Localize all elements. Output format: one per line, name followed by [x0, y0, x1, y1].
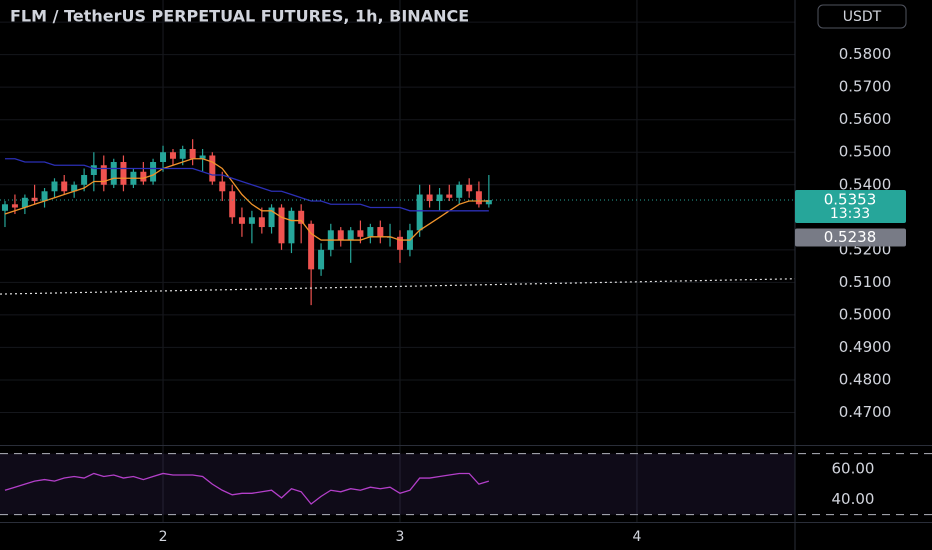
countdown-label: 13:33: [830, 206, 870, 222]
candle-body: [436, 194, 443, 202]
candle-body: [288, 210, 295, 244]
candle-body: [61, 181, 68, 192]
y-tick-label: 0.5700: [839, 78, 892, 96]
chart-title: FLM / TetherUS PERPETUAL FUTURES, 1h, BI…: [10, 7, 469, 26]
y-tick-label: 0.5600: [839, 110, 892, 128]
candle-body: [416, 194, 423, 231]
candle-body: [90, 165, 97, 176]
candle-body: [308, 223, 315, 270]
candle-body: [475, 191, 482, 205]
x-tick-label: 4: [632, 529, 641, 545]
plot-area: [0, 139, 796, 505]
candle-body: [71, 184, 78, 192]
moving-average-line: [4, 158, 489, 241]
candle-body: [81, 175, 88, 185]
y-tick-label: 0.4700: [839, 403, 892, 421]
candle-body: [278, 207, 285, 244]
candle-body: [485, 200, 492, 205]
candle-body: [209, 155, 216, 182]
moving-average-line: [4, 158, 489, 212]
candle-body: [318, 249, 325, 270]
y-tick-label: 0.5100: [839, 273, 892, 291]
currency-button[interactable]: [817, 4, 907, 29]
candle-body: [347, 230, 354, 241]
axes: 2 3 40.47000.48000.49000.50000.51000.52000…: [159, 13, 906, 545]
candle-body: [31, 197, 38, 202]
candle-body: [426, 194, 433, 202]
candle-body: [357, 230, 364, 237]
candle-body: [258, 217, 265, 228]
candle-body: [150, 161, 157, 182]
candle-body: [160, 152, 167, 162]
candle-body: [219, 181, 226, 192]
y-tick-label: 0.5800: [839, 45, 892, 63]
candle-body: [268, 207, 275, 228]
candle-body: [298, 210, 305, 224]
candle-body: [169, 152, 176, 159]
candle-body: [1, 204, 8, 211]
candle-body: [140, 171, 147, 182]
secondary-price-label: 0.5238: [824, 228, 877, 246]
candle-body: [100, 165, 107, 185]
candle-body: [238, 217, 245, 224]
candle-body: [120, 161, 127, 185]
last-price-label: 0.5353: [824, 191, 877, 209]
candle-body: [367, 227, 374, 237]
candle-body: [179, 148, 186, 159]
y-tick-label: 0.5000: [839, 305, 892, 323]
candle-body: [199, 155, 206, 159]
rsi-tick-label: 40.00: [832, 490, 875, 508]
candle-body: [377, 227, 384, 237]
last-price-box: [795, 190, 906, 224]
y-tick-label: 0.4900: [839, 338, 892, 356]
candle-body: [396, 236, 403, 250]
y-tick-label: 0.5400: [839, 175, 892, 193]
rsi-line: [4, 472, 490, 505]
candle-body: [189, 148, 196, 159]
x-tick-label: 3: [396, 529, 405, 545]
secondary-price-box: [795, 228, 906, 247]
candle-body: [51, 181, 58, 192]
candle-body: [337, 230, 344, 241]
candle-body: [456, 184, 463, 198]
candle-body: [446, 194, 453, 198]
candle-body: [11, 204, 18, 208]
rsi-tick-label: 60.00: [832, 459, 875, 477]
currency-label[interactable]: USDT: [843, 9, 882, 25]
candle-body: [466, 184, 473, 192]
candle-body: [21, 197, 28, 208]
candle-body: [248, 217, 255, 224]
candle-body: [110, 161, 117, 185]
candle-body: [229, 191, 236, 218]
grid: [0, 0, 932, 522]
y-tick-label: 0.5500: [839, 143, 892, 161]
candle-body: [41, 191, 48, 202]
rsi-band: [0, 453, 795, 515]
x-tick-label: 2: [159, 529, 168, 545]
y-tick-label: 0.4800: [839, 370, 892, 388]
